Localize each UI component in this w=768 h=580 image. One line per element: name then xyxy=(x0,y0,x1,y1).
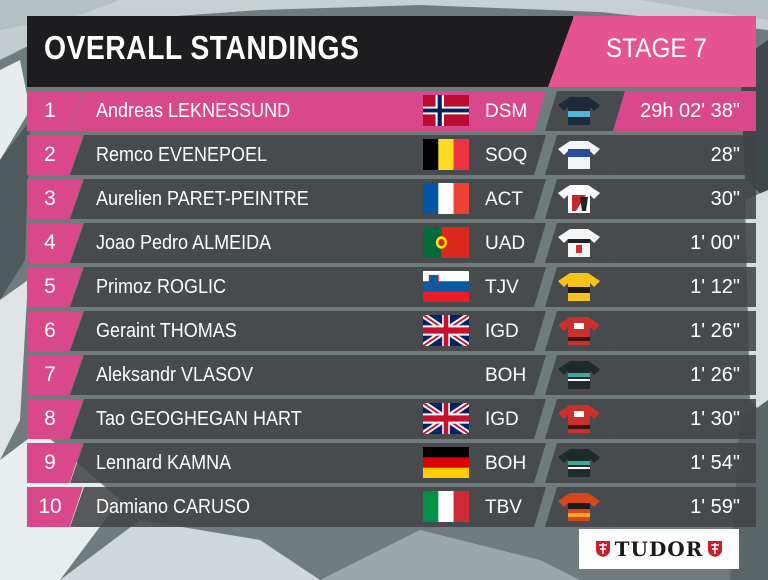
standings-row: 4 Joao Pedro ALMEIDA UAD 1' 00" xyxy=(0,223,768,263)
time-panel xyxy=(613,487,756,527)
rider-name: Geraint THOMAS xyxy=(96,320,237,342)
standings-row: 1 Andreas LEKNESSUND DSM 29h 02' 38" xyxy=(0,91,768,131)
gap-time: 1' 26" xyxy=(690,364,740,386)
rider-panel xyxy=(70,355,546,395)
team-code: SOQ xyxy=(485,145,528,166)
boh-jersey-icon xyxy=(558,449,600,477)
team-code: UAD xyxy=(485,233,526,254)
slovenia-flag-icon xyxy=(423,271,469,302)
team-code: TBV xyxy=(485,497,522,518)
act-jersey-icon xyxy=(558,185,600,213)
team-code: ACT xyxy=(485,189,523,210)
soq-jersey-icon xyxy=(558,141,600,169)
gap-time: 1' 30" xyxy=(690,408,740,430)
rider-name: Primoz ROGLIC xyxy=(96,276,227,298)
tbv-jersey-icon xyxy=(558,493,600,521)
tudor-shield-icon xyxy=(595,541,610,557)
standings-row: 10 Damiano CARUSO TBV 1' 59" xyxy=(0,487,768,527)
time-panel xyxy=(613,91,756,131)
stage-label: STAGE 7 xyxy=(606,33,707,63)
germany-flag-icon xyxy=(423,447,469,478)
rider-name: Remco EVENEPOEL xyxy=(96,144,268,166)
norway-flag-icon xyxy=(423,95,469,126)
sponsor-name: TUDOR xyxy=(614,537,704,561)
gap-time: 1' 00" xyxy=(690,232,740,254)
uk-flag-icon xyxy=(423,403,469,434)
team-code: DSM xyxy=(485,101,528,122)
team-code: IGD xyxy=(485,321,519,342)
team-code: BOH xyxy=(485,365,527,386)
rider-name: Damiano CARUSO xyxy=(96,496,251,518)
rank-number: 5 xyxy=(27,267,83,307)
standings-row: 7 Aleksandr VLASOV BOH 1' 26" xyxy=(0,355,768,395)
rider-name: Tao GEOGHEGAN HART xyxy=(96,408,302,430)
gap-time: 29h 02' 38" xyxy=(640,100,740,122)
gap-time: 28" xyxy=(710,144,740,166)
time-panel xyxy=(613,311,756,351)
standings-row: 3 Aurelien PARET-PEINTRE ACT 30" xyxy=(0,179,768,219)
portugal-flag-icon xyxy=(423,227,469,258)
boh-jersey-icon xyxy=(558,361,600,389)
standings-row: 6 Geraint THOMAS IGD 1' 26" xyxy=(0,311,768,351)
time-panel xyxy=(613,135,756,175)
belgium-flag-icon xyxy=(423,139,469,170)
tudor-shield-icon xyxy=(708,541,723,557)
team-code: TJV xyxy=(485,277,519,298)
time-panel xyxy=(613,267,756,307)
rider-name: Joao Pedro ALMEIDA xyxy=(96,232,272,254)
gap-time: 30" xyxy=(710,188,740,210)
time-panel xyxy=(613,179,756,219)
gap-time: 1' 12" xyxy=(690,276,740,298)
page-title: OVERALL STANDINGS xyxy=(44,29,360,66)
rider-name: Aleksandr VLASOV xyxy=(96,364,254,386)
rider-name: Lennard KAMNA xyxy=(96,452,232,474)
italy-flag-icon xyxy=(423,491,469,522)
team-code: BOH xyxy=(485,453,527,474)
standings-row: 8 Tao GEOGHEGAN HART IGD 1' 30" xyxy=(0,399,768,439)
standings-row: 2 Remco EVENEPOEL SOQ 28" xyxy=(0,135,768,175)
dsm-jersey-icon xyxy=(558,97,600,125)
rider-name: Aurelien PARET-PEINTRE xyxy=(96,188,309,210)
igd-jersey-icon xyxy=(558,405,600,433)
gap-time: 1' 59" xyxy=(690,496,740,518)
gap-time: 1' 26" xyxy=(690,320,740,342)
tjv-jersey-icon xyxy=(558,273,600,301)
time-panel xyxy=(613,223,756,263)
standings-row: 9 Lennard KAMNA BOH 1' 54" xyxy=(0,443,768,483)
rider-name: Andreas LEKNESSUND xyxy=(96,100,291,122)
team-code: IGD xyxy=(485,409,519,430)
stage-badge xyxy=(548,16,756,87)
uk-flag-icon xyxy=(423,315,469,346)
time-panel xyxy=(613,399,756,439)
title-bar xyxy=(27,16,573,87)
sponsor-logo: TUDOR xyxy=(579,529,739,569)
time-panel xyxy=(613,355,756,395)
gap-time: 1' 54" xyxy=(690,452,740,474)
time-panel xyxy=(613,443,756,483)
standings-row: 5 Primoz ROGLIC TJV 1' 12" xyxy=(0,267,768,307)
igd-jersey-icon xyxy=(558,317,600,345)
france-flag-icon xyxy=(423,183,469,214)
uad-jersey-icon xyxy=(558,229,600,257)
